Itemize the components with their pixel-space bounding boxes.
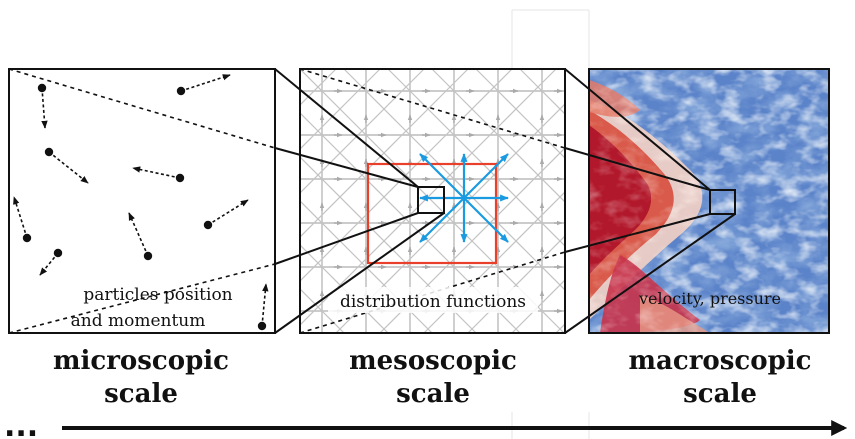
macro-zoom-square: [709, 189, 736, 215]
lattice-diagonal: [423, 191, 565, 333]
particle-dot: [257, 321, 267, 331]
mesoscopic-panel: distribution functions: [299, 68, 566, 334]
highlight-box: [366, 162, 498, 265]
meso-zoom-square: [417, 186, 445, 214]
background-guides: [511, 9, 590, 439]
velocity-arrow: [419, 153, 465, 199]
macro-title-line1: macroscopic: [629, 346, 812, 376]
momentum-arrow: [48, 151, 89, 184]
microscopic-panel: particles position and momentum: [8, 68, 276, 334]
lattice-diagonal: [467, 235, 565, 333]
particle-dot: [37, 83, 47, 93]
lattice-diagonal: [300, 69, 425, 194]
micro-dashed-top: [8, 68, 276, 149]
micro-title-line1: microscopic: [53, 346, 229, 376]
lattice-diagonal: [511, 279, 565, 333]
meso-dashed-top: [299, 68, 566, 149]
momentum-arrow: [39, 252, 59, 276]
lattice-diagonal: [300, 69, 557, 326]
particle-dot: [176, 86, 186, 96]
lattice-diagonal: [300, 69, 513, 282]
micro-caption-line2: and momentum: [71, 311, 206, 331]
momentum-arrow: [41, 87, 48, 129]
particles-group: [13, 74, 269, 331]
momentum-arrow: [261, 283, 269, 327]
micro-dashed-bottom: [8, 263, 276, 334]
momentum-arrow: [207, 199, 249, 226]
lattice-diagonal: [431, 69, 565, 203]
lattice-diagonal: [475, 69, 565, 159]
particle-dot: [175, 173, 185, 183]
particle-dot: [53, 248, 63, 258]
velocity-set-group: [419, 153, 509, 243]
meso-title-line1: mesoscopic: [349, 346, 517, 376]
macroscopic-panel: velocity, pressure: [588, 68, 830, 334]
scale-axis: ...: [4, 409, 848, 439]
momentum-arrow: [128, 212, 149, 257]
momentum-arrow: [132, 166, 181, 179]
lattice-diagonal: [335, 103, 565, 333]
lattice-diagonal: [300, 69, 381, 150]
velocity-arrow: [463, 197, 509, 243]
lattice-diagonal: [379, 147, 565, 333]
meso-title-line2: scale: [396, 379, 470, 409]
macro-title-line2: scale: [683, 379, 757, 409]
lattice-diagonal: [300, 69, 469, 238]
zoom-connectors: [274, 68, 736, 334]
particle-dot: [22, 233, 32, 243]
micro-caption-line1: particles position: [83, 285, 232, 305]
micro-title-line2: scale: [104, 379, 178, 409]
lattice-diagonal: [300, 244, 389, 333]
velocity-arrow: [463, 153, 509, 199]
particle-dot: [203, 220, 213, 230]
meso-caption: distribution functions: [340, 292, 526, 312]
particle-dot: [143, 251, 153, 261]
momentum-arrow: [13, 196, 28, 239]
particle-dot: [44, 147, 54, 157]
velocity-arrow: [419, 197, 465, 243]
axis-ellipsis: ...: [4, 409, 38, 439]
lattice-diagonal: [300, 288, 345, 333]
macro-caption: velocity, pressure: [638, 289, 781, 308]
